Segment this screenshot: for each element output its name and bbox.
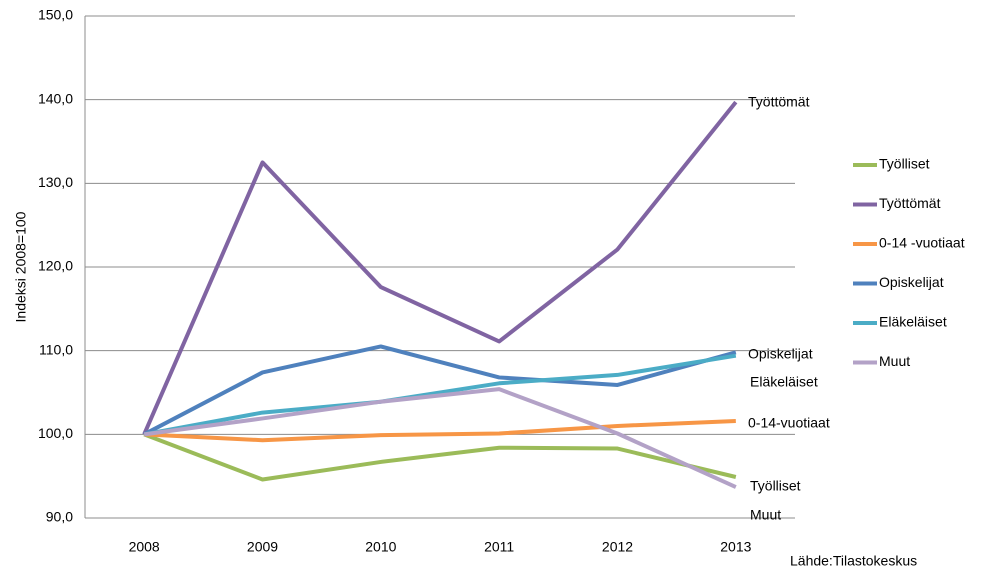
annotation: Työlliset — [750, 478, 801, 494]
annotation: Muut — [750, 507, 781, 523]
annotation: 0-14-vuotiaat — [748, 415, 830, 431]
series-line — [143, 353, 737, 437]
legend-label: 0-14 -vuotiaat — [879, 235, 965, 251]
x-tick-label: 2009 — [247, 539, 278, 555]
annotation: Opiskelijat — [748, 346, 813, 362]
series-line — [144, 418, 736, 443]
legend-label: Muut — [879, 353, 910, 369]
y-tick-label: 110,0 — [39, 341, 73, 357]
y-tick-label: 90,0 — [46, 509, 73, 525]
x-tick-label: 2010 — [365, 539, 396, 555]
source: Lähde:Tilastokeskus — [790, 553, 917, 569]
x-tick-label: 2011 — [484, 539, 514, 555]
series-line — [142, 100, 738, 436]
legend-label: Työttömät — [879, 195, 941, 211]
y-tick-label: 130,0 — [38, 174, 73, 190]
annotation: Työttömät — [748, 94, 810, 110]
legend-label: Työlliset — [879, 156, 930, 172]
legend-label: Eläkeläiset — [879, 314, 947, 330]
x-tick-label: 2008 — [129, 539, 160, 555]
x-tick-label: 2013 — [720, 539, 751, 555]
y-tick-label: 140,0 — [38, 90, 73, 106]
annotation: Eläkeläiset — [750, 374, 818, 390]
y-tick-label: 120,0 — [38, 258, 73, 274]
x-tick-label: 2012 — [602, 539, 633, 555]
series-line — [143, 432, 737, 482]
y-tick-label: 100,0 — [38, 425, 73, 441]
series-line — [143, 344, 737, 437]
y-axis-label: Indeksi 2008=100 — [13, 211, 29, 322]
y-tick-label: 150,0 — [38, 7, 73, 23]
series-line — [143, 387, 737, 489]
legend-label: Opiskelijat — [879, 274, 944, 290]
